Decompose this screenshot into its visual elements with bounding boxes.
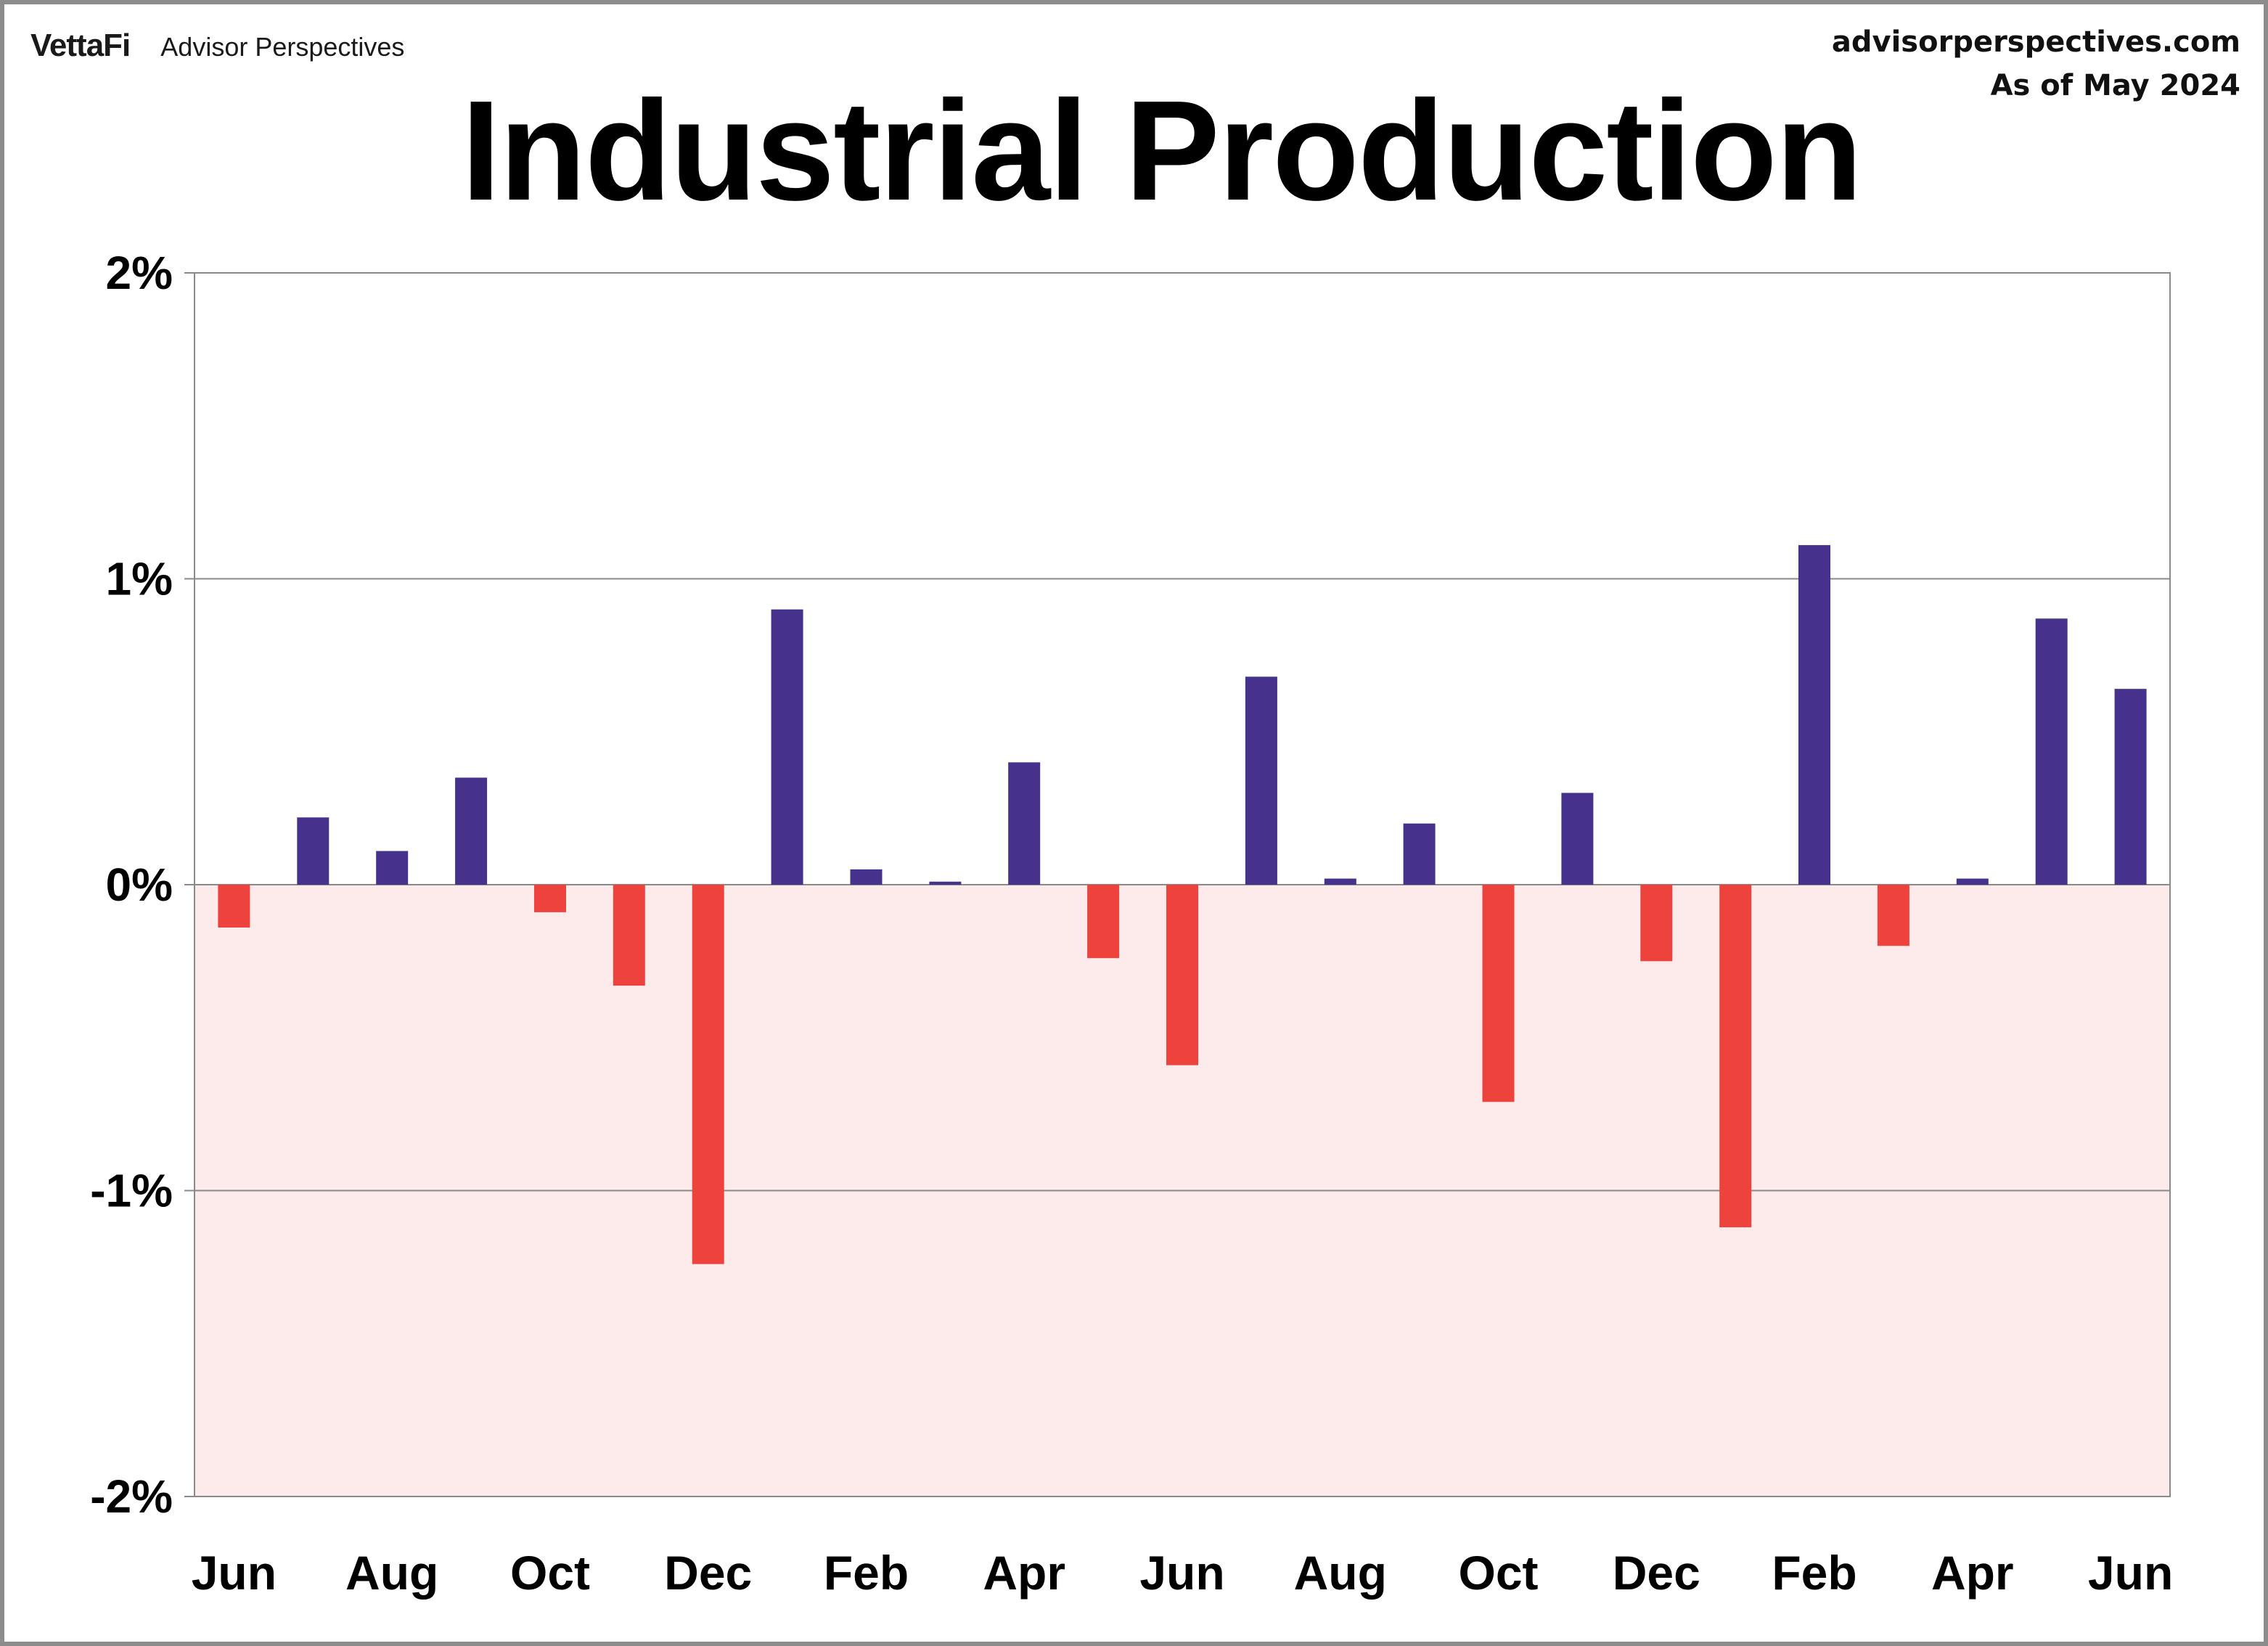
y-tick-label: 2% xyxy=(106,247,173,299)
brand-name: Advisor Perspectives xyxy=(160,32,405,62)
x-tick-label: Dec xyxy=(664,1546,752,1600)
x-tick-label: Oct xyxy=(1458,1546,1538,1600)
x-tick-label: Jun xyxy=(2088,1546,2173,1600)
bar-may-23 xyxy=(2035,618,2068,885)
x-tick-label: Aug xyxy=(1294,1546,1387,1600)
bar-jun-0 xyxy=(218,885,250,928)
brand: VettaFi Advisor Perspectives xyxy=(30,28,404,64)
bar-mar-9 xyxy=(929,881,962,885)
x-tick-label: Feb xyxy=(1772,1546,1856,1600)
y-tick-label: -1% xyxy=(90,1165,173,1217)
y-tick-label: -2% xyxy=(90,1470,173,1523)
x-tick-label: Jun xyxy=(1139,1546,1224,1600)
bar-dec-18 xyxy=(1640,885,1673,962)
x-tick-label: Aug xyxy=(345,1546,438,1600)
bar-aug-2 xyxy=(376,851,409,885)
plot-border xyxy=(194,272,2171,1497)
x-tick-label: Feb xyxy=(824,1546,909,1600)
bar-jul-1 xyxy=(297,817,329,885)
bar-jan-7 xyxy=(771,609,803,885)
source-block: advisorperspectives.com As of May 2024 xyxy=(1832,20,2240,107)
bar-sep-3 xyxy=(455,777,488,885)
bar-jul-13 xyxy=(1245,676,1277,885)
bar-jun-24 xyxy=(2114,689,2147,885)
bar-apr-22 xyxy=(1956,878,1989,885)
bar-sep-15 xyxy=(1403,823,1436,885)
bar-nov-17 xyxy=(1561,793,1594,885)
bar-feb-20 xyxy=(1798,545,1830,885)
bar-oct-16 xyxy=(1482,885,1515,1102)
source-site: advisorperspectives.com xyxy=(1831,25,2240,59)
bar-jan-19 xyxy=(1719,885,1752,1228)
y-tick-label: 1% xyxy=(106,553,173,605)
x-tick-label: Jun xyxy=(192,1546,277,1600)
chart-title: Industrial Production xyxy=(461,71,1863,230)
bar-aug-14 xyxy=(1324,878,1356,885)
bar-apr-10 xyxy=(1008,762,1041,885)
bar-feb-8 xyxy=(850,869,883,885)
bar-nov-5 xyxy=(613,885,645,986)
x-tick-label: Apr xyxy=(1931,1546,2014,1600)
bar-dec-6 xyxy=(692,885,724,1264)
bar-mar-21 xyxy=(1877,885,1909,946)
bar-jun-12 xyxy=(1166,885,1198,1065)
x-tick-label: Apr xyxy=(983,1546,1065,1600)
as-of-date: As of May 2024 xyxy=(1990,69,2240,102)
vettafi-logo: VettaFi xyxy=(30,28,131,63)
bar-may-11 xyxy=(1087,885,1120,959)
x-tick-label: Oct xyxy=(510,1546,590,1600)
bar-oct-4 xyxy=(534,885,566,912)
x-tick-label: Dec xyxy=(1613,1546,1700,1600)
y-tick-label: 0% xyxy=(106,859,173,911)
